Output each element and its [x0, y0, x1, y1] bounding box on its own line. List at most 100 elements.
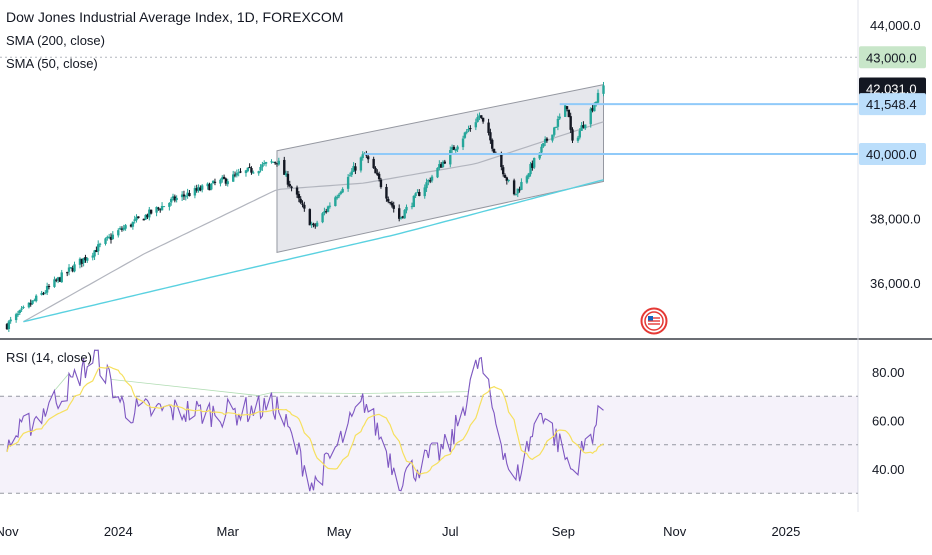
candle-body [168, 202, 171, 207]
candle-body [385, 186, 388, 199]
candle-body [414, 193, 417, 196]
candle [503, 173, 507, 178]
candle [405, 204, 408, 214]
candle [532, 157, 536, 170]
candle-body [148, 209, 151, 218]
candle-body [284, 173, 288, 176]
candle [337, 192, 341, 199]
candle [44, 290, 47, 295]
candle [361, 151, 364, 161]
level-layer [364, 103, 858, 155]
candle [109, 233, 113, 244]
candle-body [252, 172, 255, 174]
candle-body [34, 295, 38, 302]
candle [133, 215, 136, 224]
candle [430, 174, 434, 183]
candle-body [261, 164, 264, 168]
candle [5, 322, 9, 330]
candle-body [273, 162, 277, 164]
candle-body [387, 198, 390, 202]
candle-layer [5, 81, 605, 332]
candle [184, 194, 187, 201]
candle-body [576, 137, 580, 141]
candle-body [208, 184, 211, 191]
candle [412, 195, 415, 208]
candle [388, 201, 392, 205]
price-tag-label: 42,031.0 [866, 82, 917, 97]
candle [392, 201, 395, 213]
legend-sma200[interactable]: SMA (200, close) [6, 33, 105, 48]
price-tag[interactable]: 41,548.4 [859, 93, 926, 116]
candle [284, 170, 288, 178]
candle [157, 206, 160, 211]
candle [221, 175, 224, 183]
candle [22, 305, 25, 309]
candle [531, 160, 534, 171]
candle [263, 160, 266, 166]
candle [580, 122, 583, 131]
candle-body [326, 206, 330, 212]
candle-body [388, 202, 392, 204]
candle [529, 161, 532, 177]
candle [507, 179, 510, 183]
candle [321, 212, 324, 224]
candle-body [339, 191, 343, 194]
candle-body [571, 129, 574, 141]
candle [111, 231, 115, 240]
candle-body [425, 182, 428, 189]
candle [554, 126, 558, 128]
candle [465, 129, 468, 135]
us-flag-event-icon[interactable] [640, 307, 668, 335]
candle-body [480, 115, 483, 118]
candle [348, 172, 352, 177]
candle-body [429, 180, 432, 182]
candle-body [532, 157, 536, 168]
candle [45, 282, 49, 296]
candle [290, 185, 293, 192]
candle-body [18, 310, 21, 313]
candle [155, 206, 158, 217]
price-channel [276, 84, 605, 253]
candle [359, 156, 363, 173]
candle-body [374, 167, 377, 174]
candle-body [527, 173, 530, 178]
candle [199, 185, 202, 192]
candle [78, 257, 82, 269]
candle-body [478, 115, 481, 118]
tag-layer: 43,000.0 42,031.041,548.4 40,000.0 [859, 46, 926, 165]
candle-body [31, 300, 34, 304]
legend-sma50[interactable]: SMA (50, close) [6, 56, 98, 71]
candle [456, 145, 459, 153]
candle-body [314, 225, 317, 227]
candle [589, 107, 592, 128]
time-tick-label: Jul [442, 524, 459, 539]
candle-body [142, 218, 146, 221]
candle [211, 180, 215, 184]
legend-rsi[interactable]: RSI (14, close) [6, 350, 92, 365]
candle-body [175, 197, 178, 200]
candle-body [580, 125, 583, 131]
candle [106, 235, 109, 241]
candle-body [492, 148, 496, 153]
candle-body [250, 168, 253, 173]
candle-body [354, 166, 357, 171]
candle [195, 184, 198, 193]
price-tag[interactable]: 40,000.0 [859, 143, 926, 165]
candle-body [399, 216, 403, 219]
candle [142, 218, 146, 221]
price-tag-bg [859, 46, 926, 69]
candle-body [95, 249, 98, 252]
candle-body [199, 187, 202, 191]
grid-layer [0, 0, 932, 512]
candle-body [211, 180, 215, 184]
candle [47, 284, 51, 290]
candle [436, 167, 439, 179]
candle [162, 206, 166, 208]
rsi-ma-line [6, 366, 604, 475]
candle-body [219, 179, 222, 184]
price-tag[interactable]: 43,000.0 [859, 46, 926, 69]
candle-body [71, 268, 74, 272]
candle-body [512, 180, 516, 195]
candle [372, 156, 375, 169]
candle [118, 226, 122, 231]
